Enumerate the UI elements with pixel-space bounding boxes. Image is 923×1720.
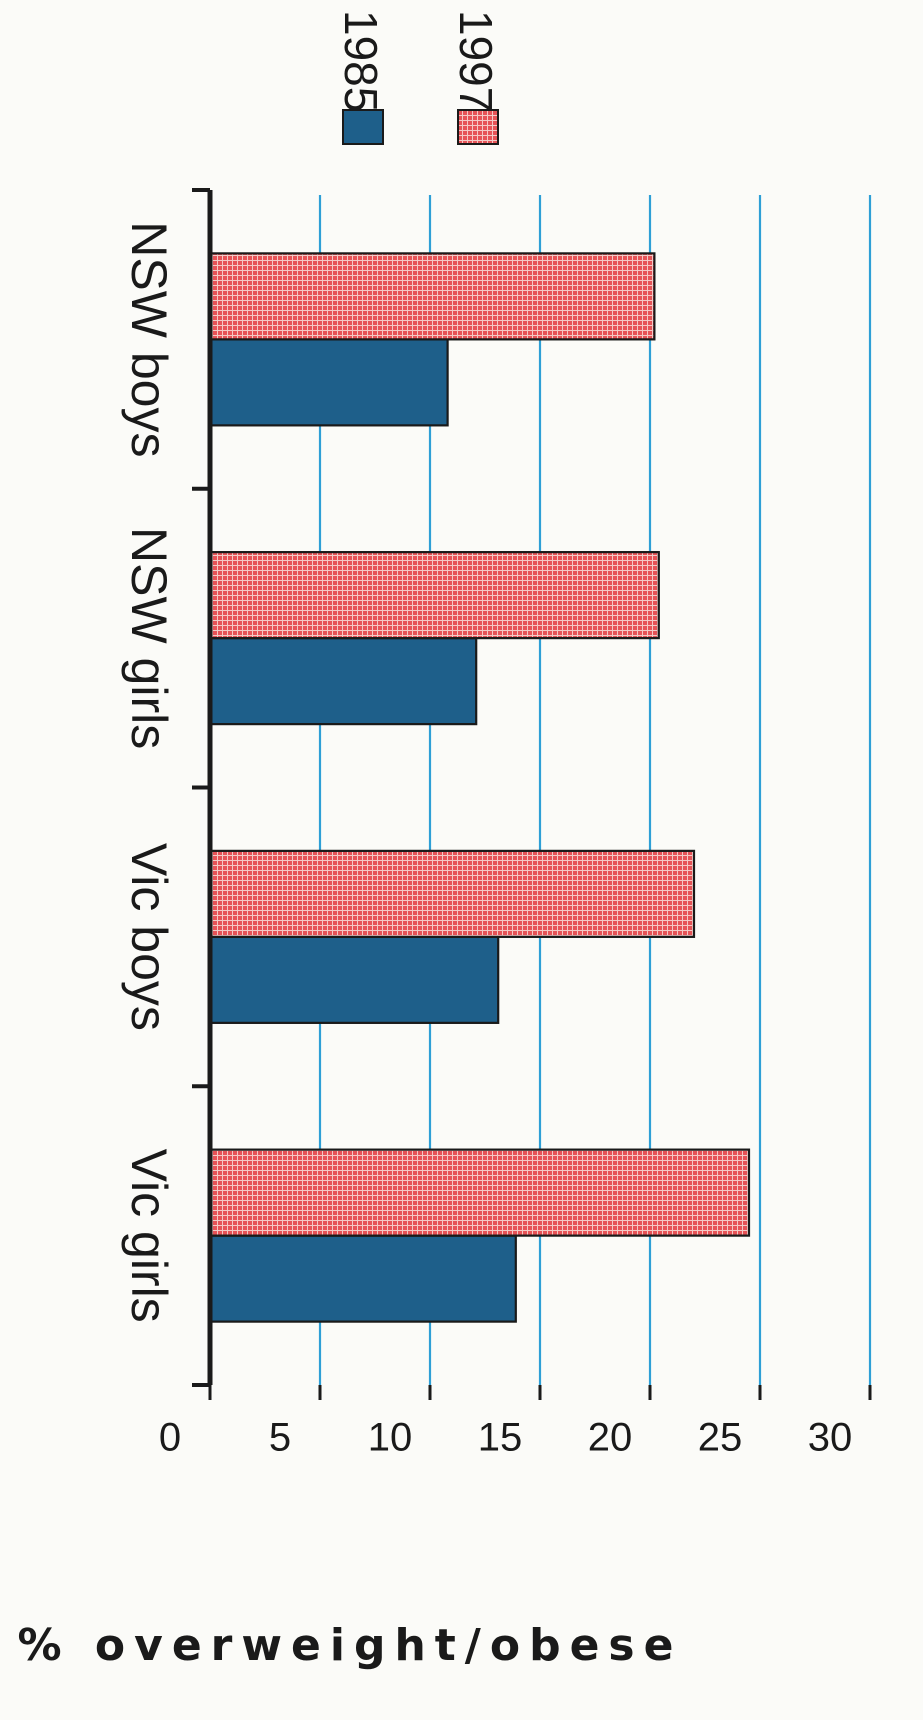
category-label: Vic boys [121,843,177,1031]
bar-1997-vic-boys [208,849,696,938]
legend-label-1985: 1985 [335,10,387,112]
category-labels: NSW boys NSW girls Vic boys Vic girls [121,221,177,1322]
y-tick-label: 20 [588,1416,633,1460]
bars [208,252,751,1323]
y-tick-label: 30 [808,1416,853,1460]
legend-swatch-1997 [457,109,499,145]
category-label: Vic girls [121,1149,177,1323]
y-axis-label: % overweight/obese [18,1620,683,1671]
bar-1997-nsw-girls [208,551,660,640]
y-tick-label: 10 [368,1416,413,1460]
bar-1985-nsw-boys [208,338,449,427]
bar-1997-nsw-boys [208,252,656,341]
legend: 1985 1997 [335,10,502,145]
bar-1985-vic-boys [208,935,500,1024]
y-tick-label: 25 [698,1416,743,1460]
y-tick-label: 0 [159,1416,181,1460]
y-tick-labels: 0 5 10 15 20 25 30 [159,1385,872,1460]
bar-1997-vic-girls [208,1148,751,1237]
category-label: NSW girls [121,527,177,749]
y-tick-label: 5 [269,1416,291,1460]
bar-1985-nsw-girls [208,637,478,726]
legend-swatch-1985 [342,109,384,145]
legend-label-1997: 1997 [450,10,502,112]
category-label: NSW boys [121,221,177,457]
y-tick-label: 15 [478,1416,523,1460]
bar-1985-vic-girls [208,1234,517,1323]
axes [192,188,213,1387]
